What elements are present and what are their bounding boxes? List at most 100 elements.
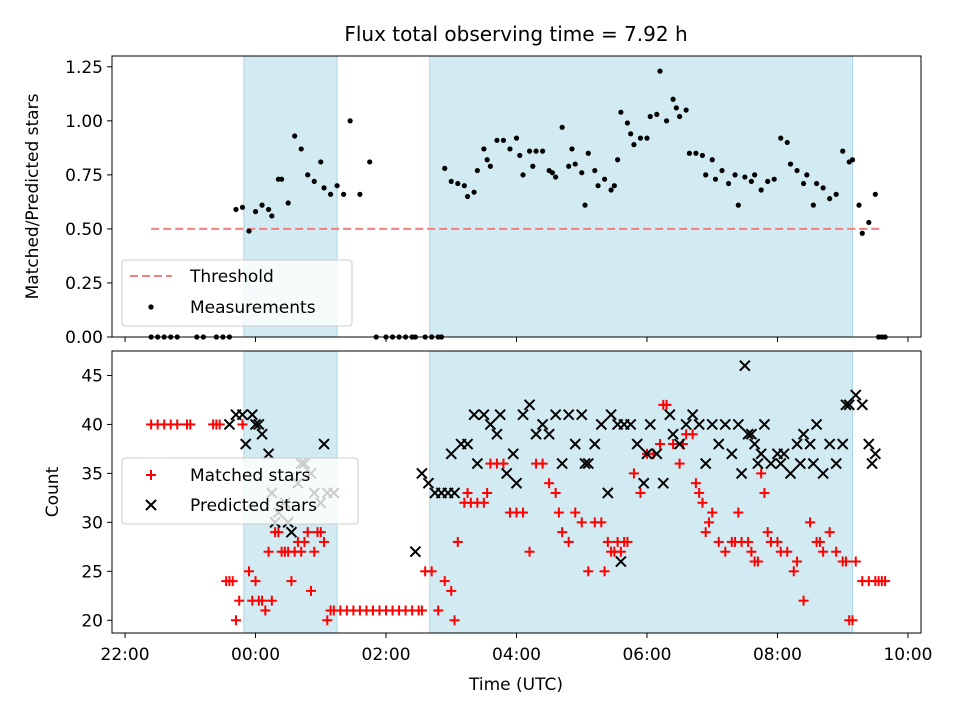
matched-star-point <box>713 536 724 547</box>
predicted-star-point <box>866 457 878 470</box>
measurement-point <box>471 189 477 195</box>
matched-star-point <box>596 517 607 528</box>
predicted-star-point <box>840 399 852 411</box>
matched-star-point <box>831 546 842 557</box>
measurement-point <box>246 228 252 234</box>
predicted-star-point <box>543 428 555 440</box>
matched-star-point <box>847 615 858 626</box>
predicted-star-point <box>667 428 679 440</box>
predicted-star-point <box>651 448 663 460</box>
measurement-point <box>269 213 275 219</box>
predicted-star-point <box>236 408 249 421</box>
measurement-point <box>595 183 601 189</box>
matched-star-point <box>482 487 493 498</box>
matched-star-point <box>805 517 816 528</box>
top-observing-intervals <box>243 55 853 338</box>
predicted-star-point <box>253 418 265 431</box>
measurement-point <box>637 135 644 141</box>
measurement-point <box>259 202 265 208</box>
predicted-star-point <box>686 408 699 421</box>
predicted-star-point <box>680 418 692 431</box>
legend-matched-swatch <box>146 470 156 480</box>
predicted-star-point <box>494 408 506 421</box>
legend-threshold-label: Threshold <box>189 267 274 287</box>
figure-title: Flux total observing time = 7.92 h <box>344 22 687 46</box>
predicted-star-point <box>445 448 457 460</box>
matched-star-point <box>214 419 225 430</box>
measurement-point <box>670 96 676 102</box>
measurement-point <box>526 148 533 154</box>
predicted-star-point <box>713 438 725 450</box>
measurement-point <box>305 172 311 178</box>
measurement-point <box>367 159 373 165</box>
measurement-point <box>712 176 719 182</box>
measurement-point <box>624 120 631 126</box>
measurement-point <box>699 152 706 159</box>
predicted-star-point <box>778 448 790 460</box>
matched-star-point <box>674 458 685 469</box>
bottom-y-axis-ticks: 20 25 30 35 40 45 <box>81 366 112 631</box>
predicted-star-point <box>804 438 816 450</box>
measurement-point <box>784 139 790 146</box>
measurement-point <box>618 109 624 115</box>
top-y-axis-label: Matched/Predicted stars <box>23 93 43 299</box>
bottom-y-tick-label: 20 <box>81 611 103 631</box>
matched-star-point <box>446 585 457 596</box>
measurement-point <box>464 193 471 200</box>
predicted-star-point <box>631 438 643 450</box>
measurement-point <box>703 172 709 178</box>
predicted-star-point <box>507 448 519 460</box>
top-plot-panel: 0.00 0.25 0.50 0.75 1.00 1.25 Matched/Predict… <box>23 55 922 348</box>
measurement-point <box>631 142 637 148</box>
matched-star-point <box>257 595 268 606</box>
matched-star-point <box>462 487 473 498</box>
matched-star-point <box>635 487 646 498</box>
measurement-point <box>827 196 833 202</box>
bottom-y-tick-label: 25 <box>81 562 103 582</box>
measurement-point <box>513 135 520 141</box>
measurement-point <box>553 174 559 180</box>
predicted-star-point <box>523 399 536 411</box>
matched-star-point <box>798 595 809 606</box>
measurement-point <box>455 180 461 187</box>
predicted-star-point <box>422 477 435 489</box>
matched-star-point <box>263 546 274 557</box>
top-y-tick-label: 0.00 <box>65 328 103 348</box>
top-y-axis-ticks: 0.00 0.25 0.50 0.75 1.00 1.25 <box>65 58 112 348</box>
measurement-point <box>709 157 715 163</box>
measurement-point <box>487 163 494 169</box>
bottom-plot-panel: 20 25 30 35 40 45 22:00 00:00 02:00 04:00 06:00 08… <box>43 350 932 695</box>
legend-matched-label: Matched stars <box>190 466 310 486</box>
measurement-point <box>752 172 758 178</box>
measurement-point <box>311 178 317 184</box>
matched-star-point <box>703 517 714 528</box>
predicted-star-point <box>256 428 268 440</box>
matched-star-point <box>273 527 284 538</box>
predicted-star-point <box>739 359 751 372</box>
predicted-star-point <box>468 408 480 421</box>
matched-star-point <box>622 536 633 547</box>
predicted-star-point <box>657 477 670 489</box>
measurement-point <box>517 152 523 159</box>
predicted-star-point <box>869 448 882 460</box>
measurement-point <box>448 178 454 184</box>
measurement-point <box>239 204 246 210</box>
measurement-point <box>794 167 800 174</box>
predicted-star-point <box>742 428 754 440</box>
predicted-star-point <box>318 438 330 450</box>
matched-star-point <box>655 439 666 450</box>
matched-star-point <box>788 566 799 577</box>
predicted-star-point <box>569 438 581 450</box>
matched-star-point <box>234 595 245 606</box>
predicted-star-point <box>856 399 868 411</box>
predicted-star-point <box>246 408 258 421</box>
predicted-star-point <box>863 438 875 450</box>
top-y-tick-label: 0.75 <box>65 166 103 186</box>
predicted-star-point <box>484 418 497 431</box>
predicted-star-point <box>810 418 823 431</box>
predicted-star-point <box>726 448 738 460</box>
top-plot-frame <box>111 55 922 338</box>
top-y-tick-label: 1.25 <box>65 58 103 78</box>
x-tick-label: 22:00 <box>101 645 150 665</box>
x-tick-label: 10:00 <box>883 645 932 665</box>
